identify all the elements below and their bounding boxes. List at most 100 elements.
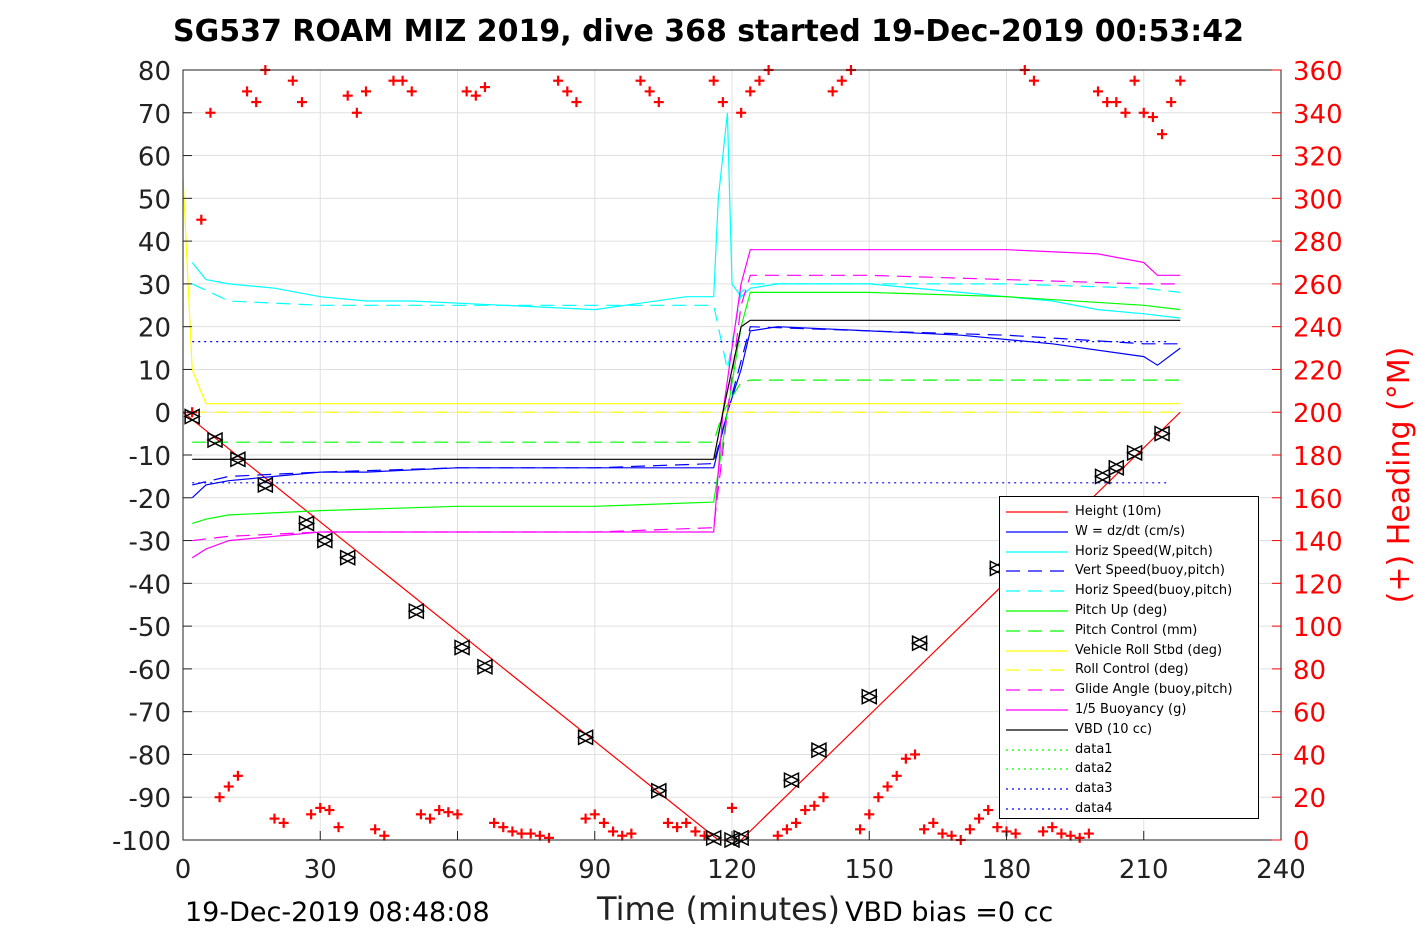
heading-point	[772, 830, 783, 841]
heading-point	[608, 826, 619, 837]
legend-label: 1/5 Buoyancy (g)	[1075, 702, 1187, 717]
heading-point	[736, 107, 747, 118]
legend-swatch	[1006, 550, 1068, 553]
y-axis-label-right: (+) Heading (°M)	[1382, 346, 1417, 604]
heading-point	[992, 822, 1003, 833]
heading-point	[251, 97, 262, 108]
x-axis-label: Time (minutes)	[597, 890, 840, 928]
depth-marker	[705, 829, 723, 847]
heading-point	[306, 809, 317, 820]
heading-point	[351, 107, 362, 118]
heading-point	[836, 75, 847, 86]
legend-swatch	[1006, 531, 1068, 533]
depth-marker	[339, 549, 357, 566]
legend-entry: Vehicle Roll Stbd (deg)	[1000, 641, 1258, 661]
legend-swatch	[1006, 570, 1068, 572]
heading-point	[434, 805, 445, 816]
series-line-10	[191, 249, 1181, 559]
series-line-11	[192, 319, 1181, 460]
heading-point	[397, 75, 408, 86]
heading-point	[690, 826, 701, 837]
legend-swatch	[1006, 729, 1068, 731]
heading-point	[379, 830, 390, 841]
heading-point	[891, 770, 902, 781]
series-line-7	[182, 176, 1181, 405]
depth-marker	[1153, 425, 1171, 442]
x-tick-label: 0	[175, 855, 192, 885]
heading-point	[452, 809, 463, 820]
depth-marker	[316, 532, 334, 549]
vbd-bias-label: VBD bias =0 cc	[845, 897, 1054, 928]
series-line-5	[192, 291, 1181, 524]
heading-point	[562, 86, 573, 97]
heading-point	[873, 792, 884, 803]
y2-tick-label: 100	[1293, 613, 1343, 643]
heading-point	[388, 75, 399, 86]
legend-swatch	[1006, 630, 1068, 632]
y-tick-label: -50	[129, 613, 171, 643]
heading-point	[461, 86, 472, 97]
heading-point	[681, 817, 692, 828]
depth-marker	[860, 688, 878, 705]
heading-point	[296, 97, 307, 108]
legend-entry: data3	[1000, 779, 1258, 799]
heading-point	[1093, 86, 1103, 97]
x-tick-label: 30	[304, 855, 337, 885]
y2-tick-label: 260	[1293, 271, 1343, 301]
heading-point	[507, 826, 518, 837]
y-tick-label: 20	[138, 314, 171, 344]
heading-point	[205, 107, 216, 118]
heading-point	[1056, 828, 1067, 839]
legend-entry: Pitch Up (deg)	[1000, 601, 1258, 621]
legend-label: Pitch Up (deg)	[1075, 603, 1168, 618]
legend-swatch	[1006, 511, 1068, 513]
depth-marker	[782, 771, 801, 789]
depth-marker	[453, 639, 471, 656]
heading-point	[214, 792, 225, 803]
timestamp-label: 19-Dec-2019 08:48:08	[185, 897, 490, 928]
y-tick-label: -30	[129, 528, 171, 558]
depth-marker	[407, 602, 426, 620]
y2-tick-label: 200	[1293, 399, 1343, 429]
y2-tick-label: 140	[1293, 528, 1343, 558]
depth-marker	[476, 658, 494, 675]
heading-point	[708, 75, 719, 86]
heading-point	[498, 822, 509, 833]
heading-point	[598, 817, 609, 828]
heading-point	[269, 813, 280, 824]
legend-label: W = dz/dt (cm/s)	[1075, 523, 1186, 539]
legend-entry: 1/5 Buoyancy (g)	[1000, 700, 1258, 720]
heading-point	[662, 817, 673, 828]
legend-label: Vert Speed(buoy,pitch)	[1075, 563, 1225, 579]
heading-point	[571, 97, 582, 108]
heading-point	[489, 817, 500, 828]
legend-entry: Glide Angle (buoy,pitch)	[1000, 680, 1258, 700]
heading-point	[324, 805, 335, 816]
heading-point	[717, 97, 728, 108]
heading-point	[1047, 822, 1058, 833]
y-tick-label: -10	[129, 442, 171, 472]
series-line-6	[192, 379, 1181, 443]
heading-point	[1166, 97, 1177, 108]
heading-point	[1065, 830, 1076, 841]
depth-marker	[297, 515, 316, 532]
heading-point	[781, 824, 792, 835]
y2-tick-label: 60	[1293, 699, 1326, 729]
legend-label: data3	[1075, 781, 1113, 797]
legend-swatch	[1006, 788, 1068, 790]
heading-point	[315, 802, 326, 813]
heading-point	[964, 824, 975, 835]
heading-point	[534, 830, 545, 841]
depth-marker	[810, 741, 828, 759]
heading-point	[827, 86, 838, 97]
depth-marker	[183, 408, 201, 425]
y2-tick-label: 320	[1293, 143, 1343, 173]
heading-point	[1102, 97, 1113, 108]
heading-point	[1157, 129, 1168, 140]
heading-point	[745, 86, 756, 97]
heading-point	[919, 824, 930, 835]
heading-point	[580, 813, 591, 824]
heading-point	[974, 813, 985, 824]
y2-tick-label: 180	[1293, 442, 1343, 472]
heading-point	[479, 82, 490, 93]
